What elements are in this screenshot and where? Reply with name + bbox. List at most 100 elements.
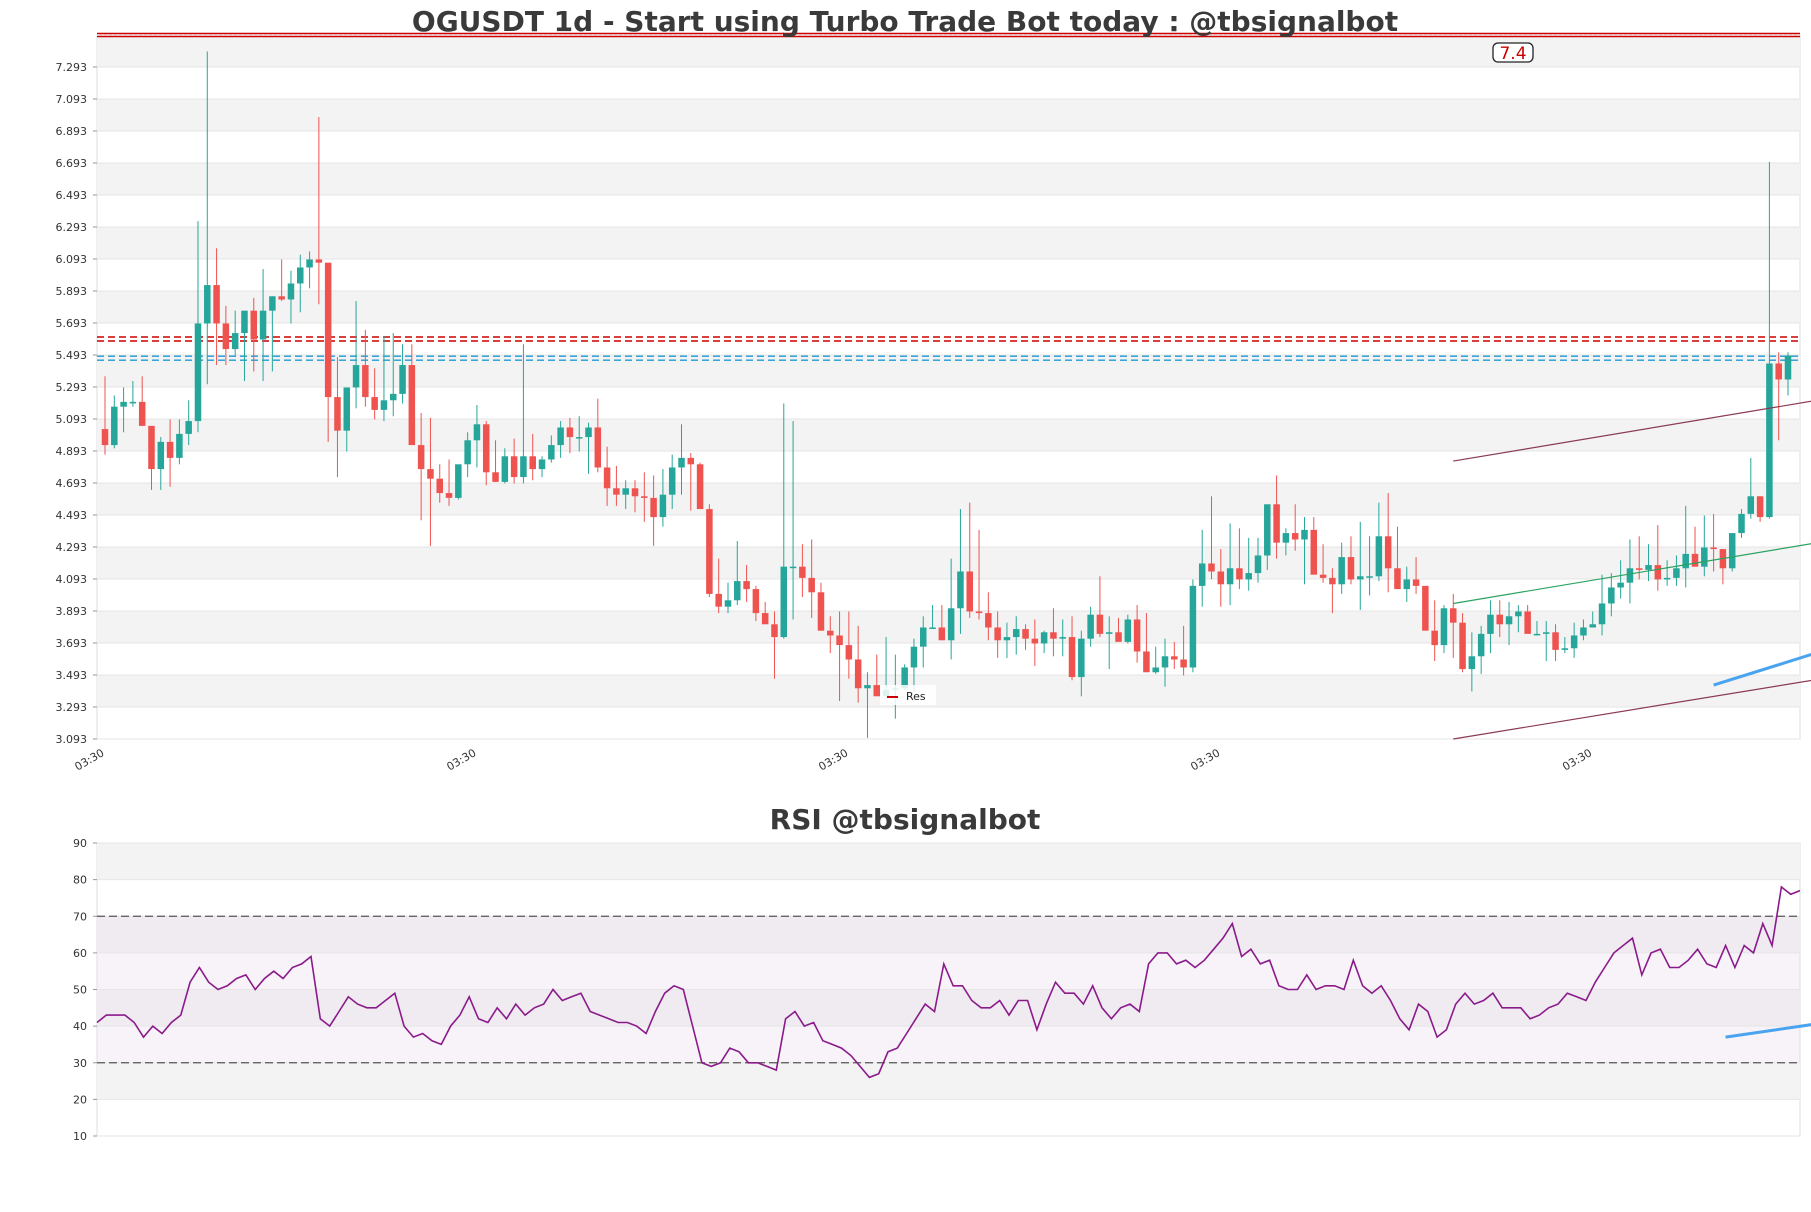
candle-body	[1255, 555, 1262, 573]
candle-body	[1496, 615, 1503, 625]
y-tick-label: 7.093	[56, 93, 88, 106]
candle-body	[213, 285, 220, 323]
candle-body	[1636, 568, 1643, 570]
candle-body	[929, 627, 936, 629]
candle-body	[1264, 504, 1271, 555]
candle-body	[1738, 514, 1745, 533]
rsi-y-tick-label: 90	[73, 837, 87, 850]
candle-body	[548, 445, 555, 459]
candle-body	[1059, 637, 1066, 639]
candle-body	[1729, 533, 1736, 568]
candle-body	[1087, 615, 1094, 639]
candle-body	[502, 456, 509, 482]
candle-body	[1041, 632, 1048, 643]
candle-body	[818, 592, 825, 630]
candle-body	[1580, 627, 1587, 635]
candle-body	[1311, 530, 1318, 575]
candle-body	[1441, 608, 1448, 645]
candle-body	[1775, 363, 1782, 379]
candle-body	[604, 467, 611, 488]
candle-body	[1627, 568, 1634, 582]
candle-body	[446, 493, 453, 498]
candle-body	[1273, 504, 1280, 542]
y-tick-label: 3.293	[56, 701, 88, 714]
x-tick-label: 03:30	[816, 746, 850, 773]
candle-body	[1236, 568, 1243, 579]
candle-body	[1459, 623, 1466, 669]
candle-body	[650, 498, 657, 517]
candle-body	[576, 437, 583, 439]
y-tick-label: 5.893	[56, 285, 88, 298]
candle-body	[874, 685, 881, 696]
candle-body	[306, 259, 313, 267]
main-band	[97, 291, 1800, 323]
main-band	[97, 227, 1800, 259]
y-tick-label: 4.693	[56, 477, 88, 490]
candle-body	[864, 685, 871, 688]
legend-label: Res	[906, 690, 926, 703]
candle-body	[1152, 667, 1159, 672]
y-tick-label: 4.893	[56, 445, 88, 458]
candle-body	[1413, 579, 1420, 585]
candle-body	[1032, 639, 1039, 644]
candle-body	[1692, 554, 1699, 567]
candle-body	[1143, 651, 1150, 672]
candle-body	[1748, 496, 1755, 514]
candle-body	[362, 365, 369, 397]
rsi-band	[97, 1063, 1800, 1100]
candle-body	[1208, 563, 1215, 571]
candle-body	[985, 613, 992, 627]
y-tick-label: 4.293	[56, 541, 88, 554]
candle-body	[260, 311, 267, 340]
y-tick-label: 6.493	[56, 189, 88, 202]
resistance-label: 7.4	[1493, 43, 1533, 64]
candle-body	[585, 427, 592, 437]
x-tick-label: 03:30	[73, 746, 107, 773]
candle-body	[353, 365, 360, 387]
candle-body	[1506, 616, 1513, 624]
x-tick-label: 03:30	[1560, 746, 1594, 773]
rsi-y-tick-label: 10	[73, 1130, 87, 1143]
legend: Res	[880, 685, 936, 705]
candle-body	[920, 627, 927, 646]
candle-body	[1078, 639, 1085, 677]
candle-body	[743, 581, 750, 589]
candle-body	[1376, 536, 1383, 576]
candle-body	[539, 459, 546, 469]
candle-body	[111, 407, 118, 445]
candle-body	[1785, 355, 1792, 379]
candle-body	[1320, 575, 1327, 578]
candle-body	[1524, 611, 1531, 633]
y-tick-label: 5.093	[56, 413, 88, 426]
candle-body	[567, 427, 574, 437]
candle-body	[1701, 547, 1708, 566]
candle-body	[697, 464, 704, 509]
candle-body	[660, 495, 667, 517]
candle-body	[390, 394, 397, 400]
candle-body	[836, 635, 843, 645]
rsi-y-tick-label: 30	[73, 1057, 87, 1070]
y-tick-label: 3.093	[56, 733, 88, 746]
candle-body	[1050, 632, 1057, 638]
candle-body	[613, 488, 620, 494]
candle-body	[1589, 624, 1596, 627]
candle-body	[1682, 554, 1689, 568]
candle-body	[158, 442, 165, 469]
main-band	[97, 675, 1800, 707]
candle-body	[1404, 579, 1411, 589]
candle-body	[1645, 565, 1652, 570]
candle-body	[948, 608, 955, 640]
rsi-band	[97, 843, 1800, 880]
x-tick-label: 03:30	[1188, 746, 1222, 773]
candle-body	[185, 421, 192, 434]
candle-body	[251, 311, 258, 340]
candle-body	[436, 479, 443, 493]
y-tick-label: 6.693	[56, 157, 88, 170]
y-tick-label: 5.493	[56, 349, 88, 362]
y-tick-label: 5.693	[56, 317, 88, 330]
candle-body	[1013, 629, 1020, 637]
candle-body	[1366, 576, 1373, 578]
